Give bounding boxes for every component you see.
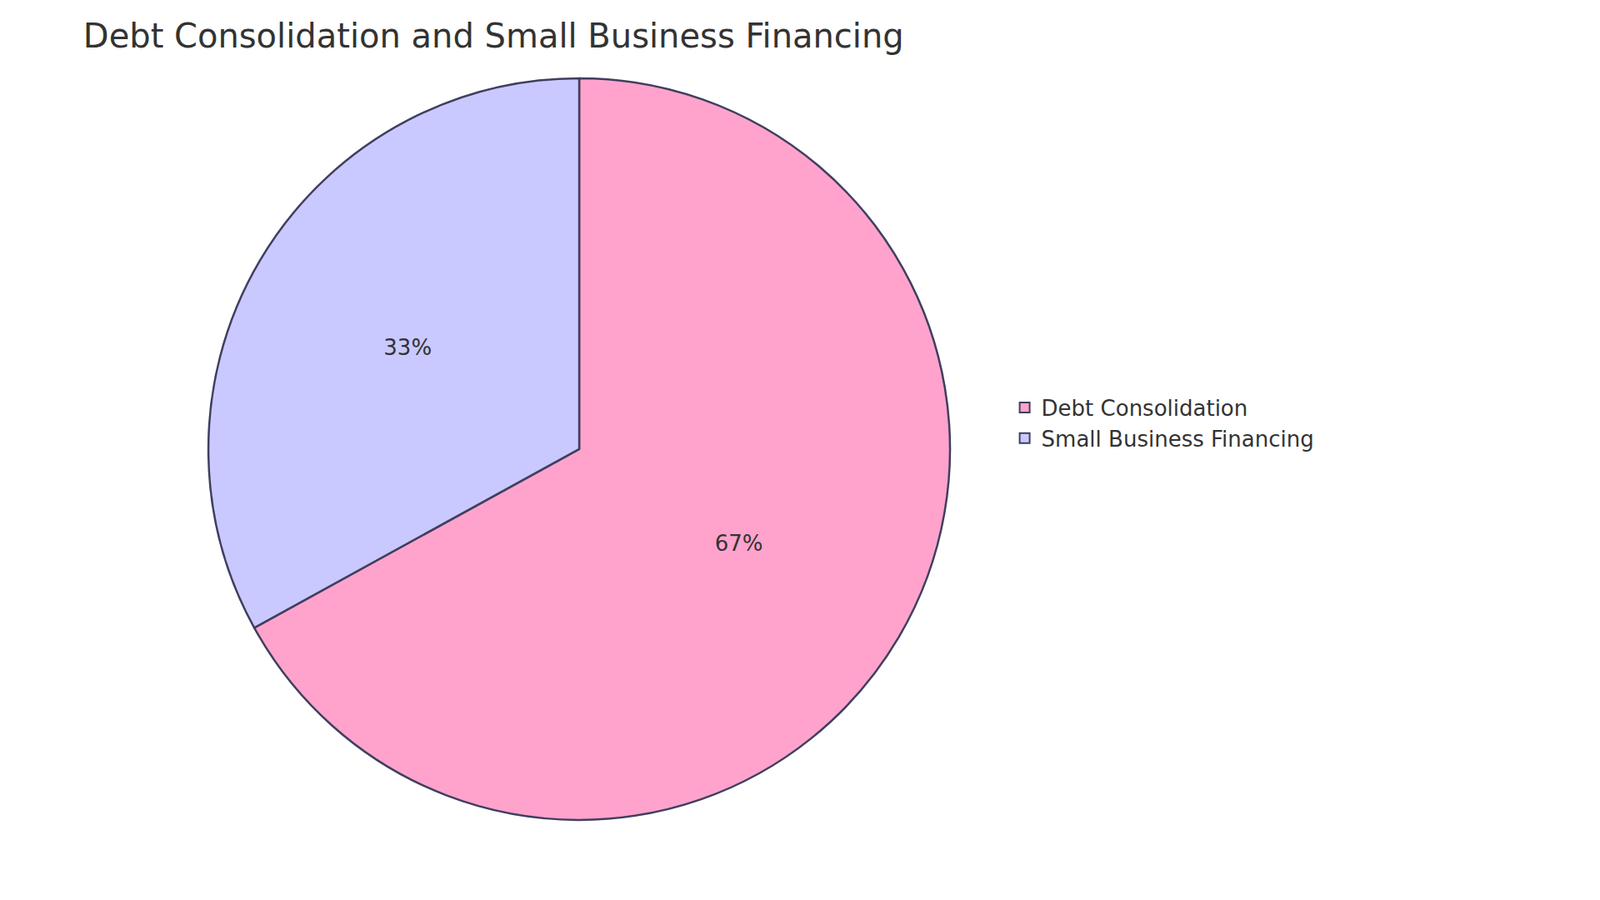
svg-text:33%: 33% bbox=[383, 335, 432, 360]
svg-text:Debt Consolidation and Small B: Debt Consolidation and Small Business Fi… bbox=[83, 16, 905, 55]
svg-text:67%: 67% bbox=[715, 530, 764, 556]
svg-text:Debt Consolidation: Debt Consolidation bbox=[1041, 395, 1249, 421]
svg-text:Small Business Financing: Small Business Financing bbox=[1041, 426, 1315, 452]
